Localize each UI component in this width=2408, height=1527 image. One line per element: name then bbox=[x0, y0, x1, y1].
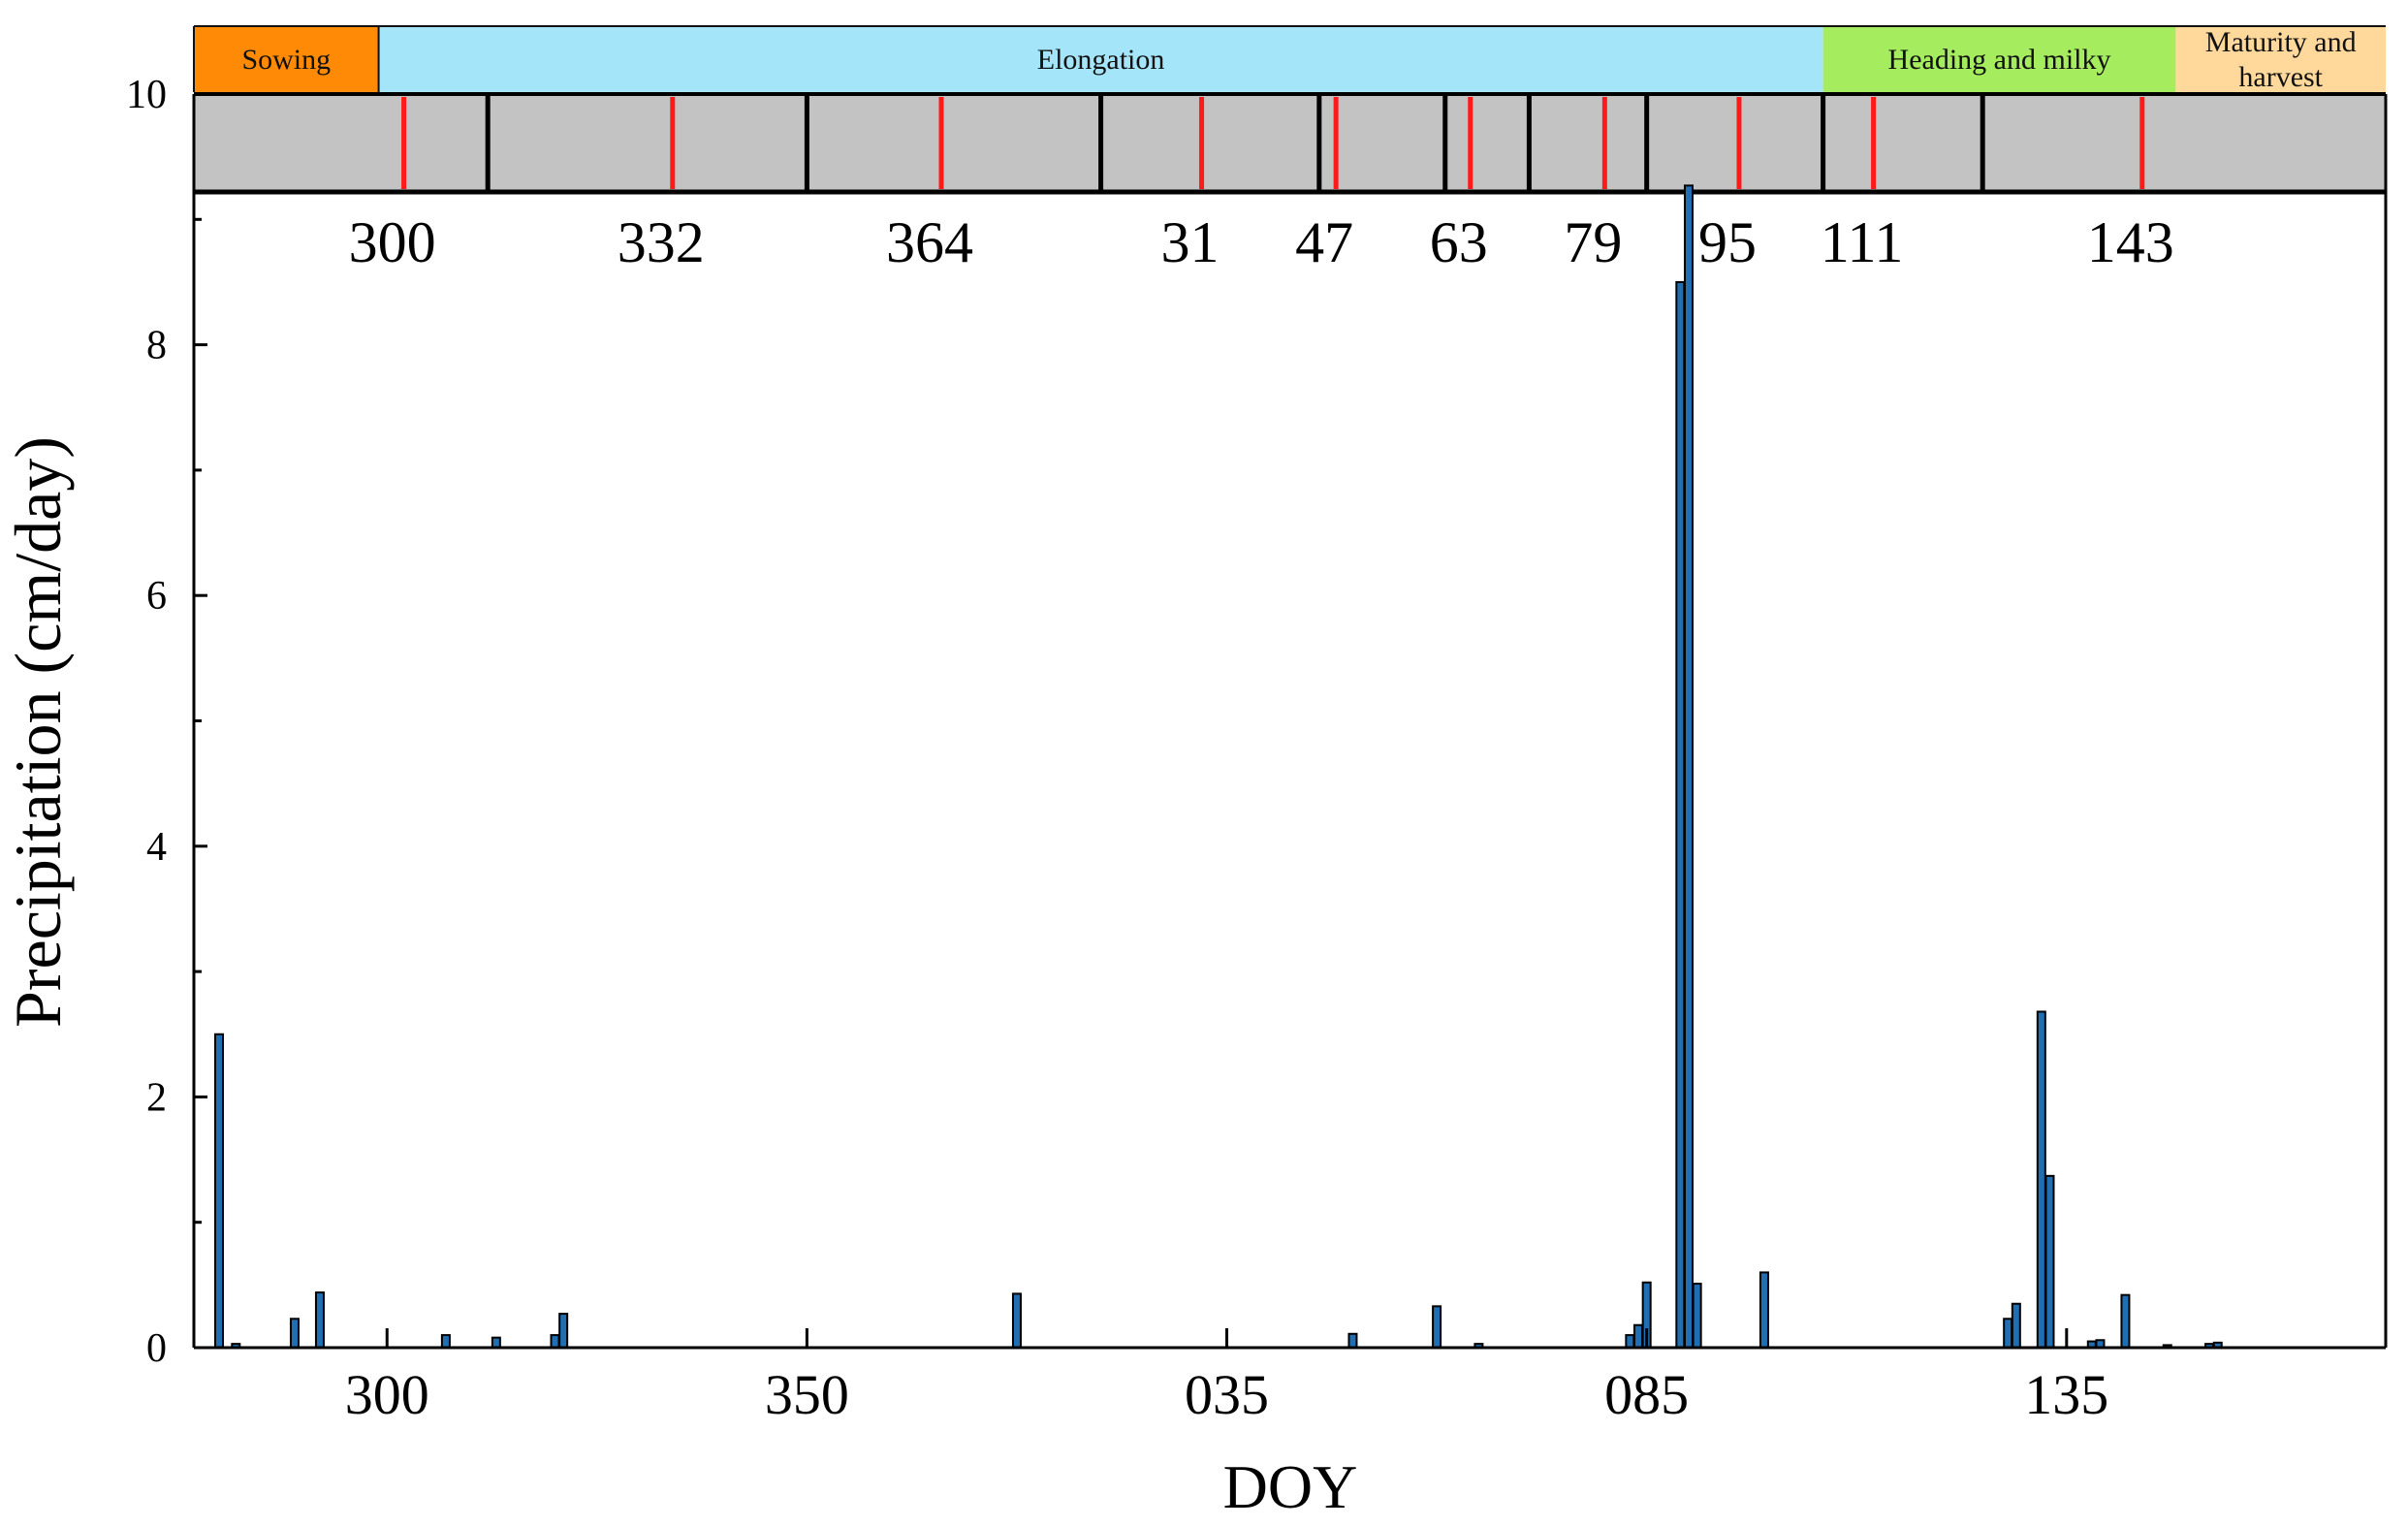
stage-1-block bbox=[378, 26, 1823, 92]
precip-bar-15 bbox=[1675, 280, 1686, 1350]
precip-bar-8 bbox=[1011, 1292, 1022, 1349]
x-tick-label-4: 135 bbox=[2024, 1363, 2108, 1426]
stage-3-label: harvest bbox=[2238, 61, 2323, 93]
sampling-label-1: 332 bbox=[618, 210, 705, 274]
x-tick-label-2: 035 bbox=[1185, 1363, 1269, 1426]
precip-bar-13 bbox=[1633, 1323, 1644, 1349]
growth-stage-bar: Sowing Elongation Heading and milky Maturit… bbox=[193, 25, 2386, 93]
stage-0-label: Sowing bbox=[241, 44, 331, 76]
sampling-label-4: 47 bbox=[1295, 210, 1353, 274]
precip-bar-16 bbox=[1683, 184, 1694, 1349]
precip-bar-9 bbox=[1347, 1332, 1358, 1349]
precipitation-bars bbox=[213, 184, 2223, 1350]
sampling-band: 300 332 364 31 47 63 79 95 111 143 bbox=[194, 92, 2386, 274]
sampling-label-3: 31 bbox=[1161, 210, 1220, 274]
x-tick-label-1: 350 bbox=[765, 1363, 849, 1426]
precip-bar-12 bbox=[1625, 1334, 1635, 1349]
y-tick-label-3: 6 bbox=[146, 574, 167, 619]
precip-bar-6 bbox=[550, 1334, 560, 1349]
x-tick-label-3: 085 bbox=[1604, 1363, 1689, 1426]
sampling-band-fill bbox=[194, 94, 2386, 192]
precip-bar-4 bbox=[440, 1334, 451, 1349]
x-tick-label-0: 300 bbox=[345, 1363, 429, 1426]
y-tick-label-4: 8 bbox=[146, 324, 167, 368]
stage-2-label: Heading and milky bbox=[1888, 44, 2111, 76]
sampling-label-5: 63 bbox=[1430, 210, 1488, 274]
precip-bar-0 bbox=[213, 1033, 224, 1349]
sampling-label-6: 79 bbox=[1564, 210, 1622, 274]
precip-bar-2 bbox=[289, 1318, 300, 1349]
precip-bar-10 bbox=[1432, 1305, 1442, 1350]
stage-2-block bbox=[1822, 26, 2176, 92]
sampling-label-0: 300 bbox=[349, 210, 436, 274]
y-axis-label: Precipitation (cm/day) bbox=[1, 436, 75, 1028]
precip-bar-7 bbox=[558, 1313, 569, 1349]
precip-bar-20 bbox=[2011, 1302, 2021, 1349]
sampling-label-9: 143 bbox=[2087, 210, 2174, 274]
precip-bar-22 bbox=[2044, 1174, 2055, 1350]
precip-bar-19 bbox=[2003, 1318, 2013, 1349]
precip-bar-18 bbox=[1758, 1271, 1769, 1350]
y-tick-label-0: 0 bbox=[146, 1326, 167, 1371]
sampling-label-2: 364 bbox=[886, 210, 973, 274]
sampling-label-8: 111 bbox=[1821, 210, 1904, 274]
axes: 0 2 4 6 8 10 300 350 035 085 135 bbox=[126, 73, 2388, 1426]
stage-3-label: Maturity and bbox=[2205, 26, 2357, 58]
precip-bar-3 bbox=[314, 1291, 325, 1350]
y-tick-label-5: 10 bbox=[126, 73, 167, 117]
y-tick-label-2: 4 bbox=[146, 825, 167, 870]
y-tick-label-1: 2 bbox=[146, 1075, 167, 1120]
x-axis-label: DOY bbox=[1223, 1452, 1358, 1521]
stage-1-label: Elongation bbox=[1037, 44, 1165, 76]
precip-bar-17 bbox=[1692, 1283, 1702, 1350]
precip-bar-5 bbox=[491, 1336, 501, 1350]
stage-3-block bbox=[2175, 26, 2386, 92]
sampling-label-7: 95 bbox=[1698, 210, 1757, 274]
precip-bar-25 bbox=[2120, 1293, 2131, 1349]
stage-0-block bbox=[194, 26, 379, 92]
precip-bar-21 bbox=[2036, 1010, 2046, 1349]
